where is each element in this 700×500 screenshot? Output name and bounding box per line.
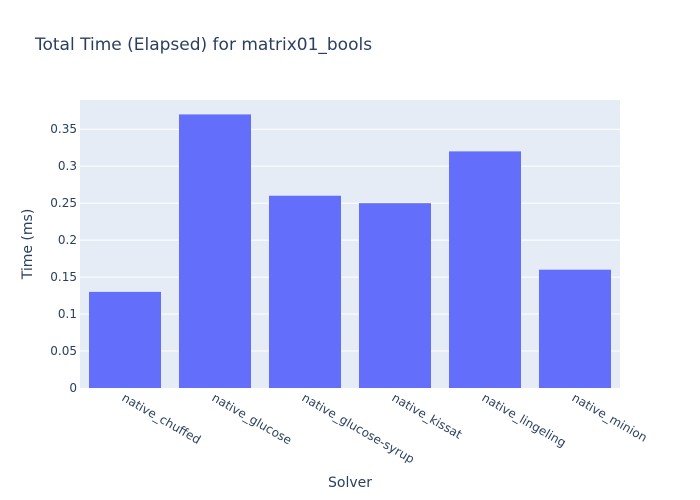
bar-native_chuffed[interactable] xyxy=(89,291,161,388)
y-tick-label: 0.25 xyxy=(50,196,77,210)
bar-native_glucose-syrup[interactable] xyxy=(269,195,341,388)
x-axis-ticks: native_chuffed native_glucose native_gluco… xyxy=(120,390,650,466)
y-tick-label: 0.35 xyxy=(50,122,77,136)
x-axis-label: Solver xyxy=(328,475,372,491)
bar-native_glucose[interactable] xyxy=(179,114,251,388)
chart-title: Total Time (Elapsed) for matrix01_bools xyxy=(34,35,372,55)
bar-native_kissat[interactable] xyxy=(359,203,431,388)
x-tick-label: native_minion xyxy=(570,390,650,444)
x-tick-label: native_chuffed xyxy=(120,390,204,446)
y-tick-label: 0 xyxy=(69,381,77,395)
y-tick-label: 0.3 xyxy=(58,159,77,173)
y-tick-label: 0.05 xyxy=(50,344,77,358)
y-axis-ticks: 0 0.05 0.1 0.15 0.2 0.25 0.3 0.35 xyxy=(50,122,77,395)
bar-native_minion[interactable] xyxy=(539,269,611,388)
y-axis-label: Time (ms) xyxy=(20,209,36,281)
x-tick-label: native_lingeling xyxy=(480,390,569,449)
bars xyxy=(89,114,611,388)
bar-native_lingeling[interactable] xyxy=(449,151,521,388)
x-tick-label: native_glucose xyxy=(210,390,295,447)
y-tick-label: 0.1 xyxy=(58,307,77,321)
y-tick-label: 0.2 xyxy=(58,233,77,247)
x-tick-label: native_kissat xyxy=(390,390,465,441)
y-tick-label: 0.15 xyxy=(50,270,77,284)
gridlines xyxy=(80,128,620,352)
plot-area xyxy=(80,100,620,388)
